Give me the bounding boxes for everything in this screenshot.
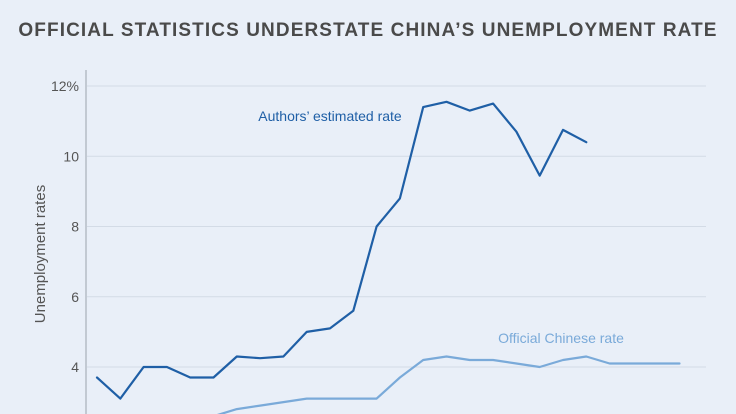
- y-tick-label: 8: [71, 219, 79, 235]
- series-lines: [95, 100, 681, 414]
- series-line-official: [216, 355, 681, 414]
- series-label-estimated: Authors’ estimated rate: [258, 108, 402, 124]
- y-tick-label: 6: [71, 289, 79, 305]
- y-tick-label: 12%: [51, 78, 79, 94]
- y-tick-labels: 12% 10 8 6 4: [51, 78, 79, 375]
- series-label-official: Official Chinese rate: [498, 330, 624, 346]
- y-tick-label: 4: [71, 359, 79, 375]
- chart-title: OFFICIAL STATISTICS UNDERSTATE CHINA’S U…: [18, 20, 718, 41]
- series-line-estimated: [95, 100, 588, 400]
- y-axis-label: Unemployment rates: [32, 185, 49, 323]
- grid-lines: [87, 85, 706, 368]
- y-tick-label: 10: [63, 148, 79, 164]
